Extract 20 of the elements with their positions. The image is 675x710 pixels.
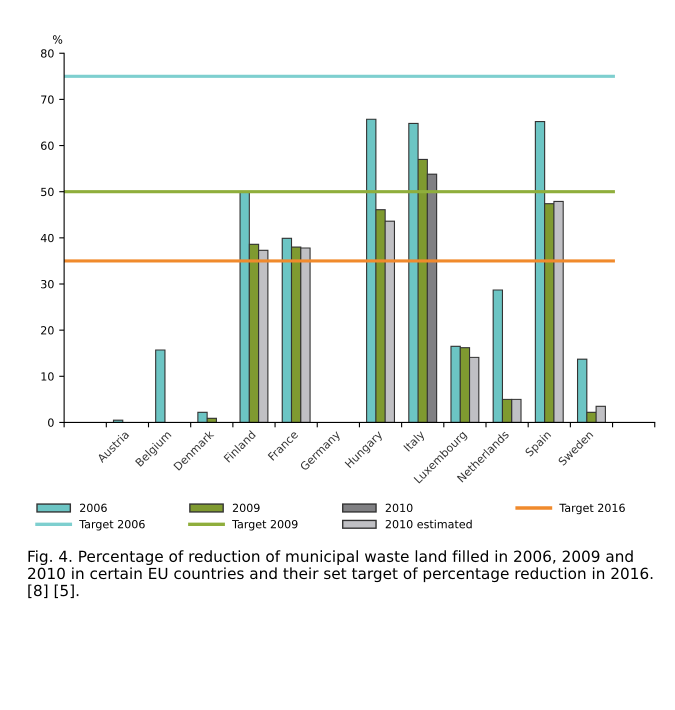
- y-tick-label: 80: [41, 49, 54, 58]
- y-tick-label: 30: [41, 280, 54, 288]
- y-tick-label: 20: [41, 326, 54, 335]
- legend-label: Target 2009: [232, 520, 298, 531]
- legend-label: 2006: [80, 504, 107, 512]
- legend-label: 2009: [232, 504, 260, 512]
- legend-label: Target 2016: [559, 504, 625, 514]
- y-tick-label: 70: [41, 95, 54, 104]
- caption: Fig. 4. Percentage of reduction of municipal waste land filled in 2006, 2009 and 2010 in certain EU countries and their set target of percentage reduction in 2016. [8] [5].: [28, 550, 652, 598]
- y-tick-label: 50: [41, 188, 54, 196]
- y-tick-label: 40: [40, 234, 54, 242]
- y-tick-label: 10: [41, 372, 54, 381]
- legend-label: Target 2006: [79, 520, 145, 531]
- y-tick-label: 60: [41, 142, 54, 150]
- legend-label: 2010: [386, 504, 412, 512]
- legend-label: 2010 estimated: [386, 520, 472, 528]
- y-axis-title: %: [52, 35, 62, 44]
- y-tick-label: 0: [48, 418, 54, 427]
- bar: [155, 349, 166, 422]
- bar: [112, 420, 124, 422]
